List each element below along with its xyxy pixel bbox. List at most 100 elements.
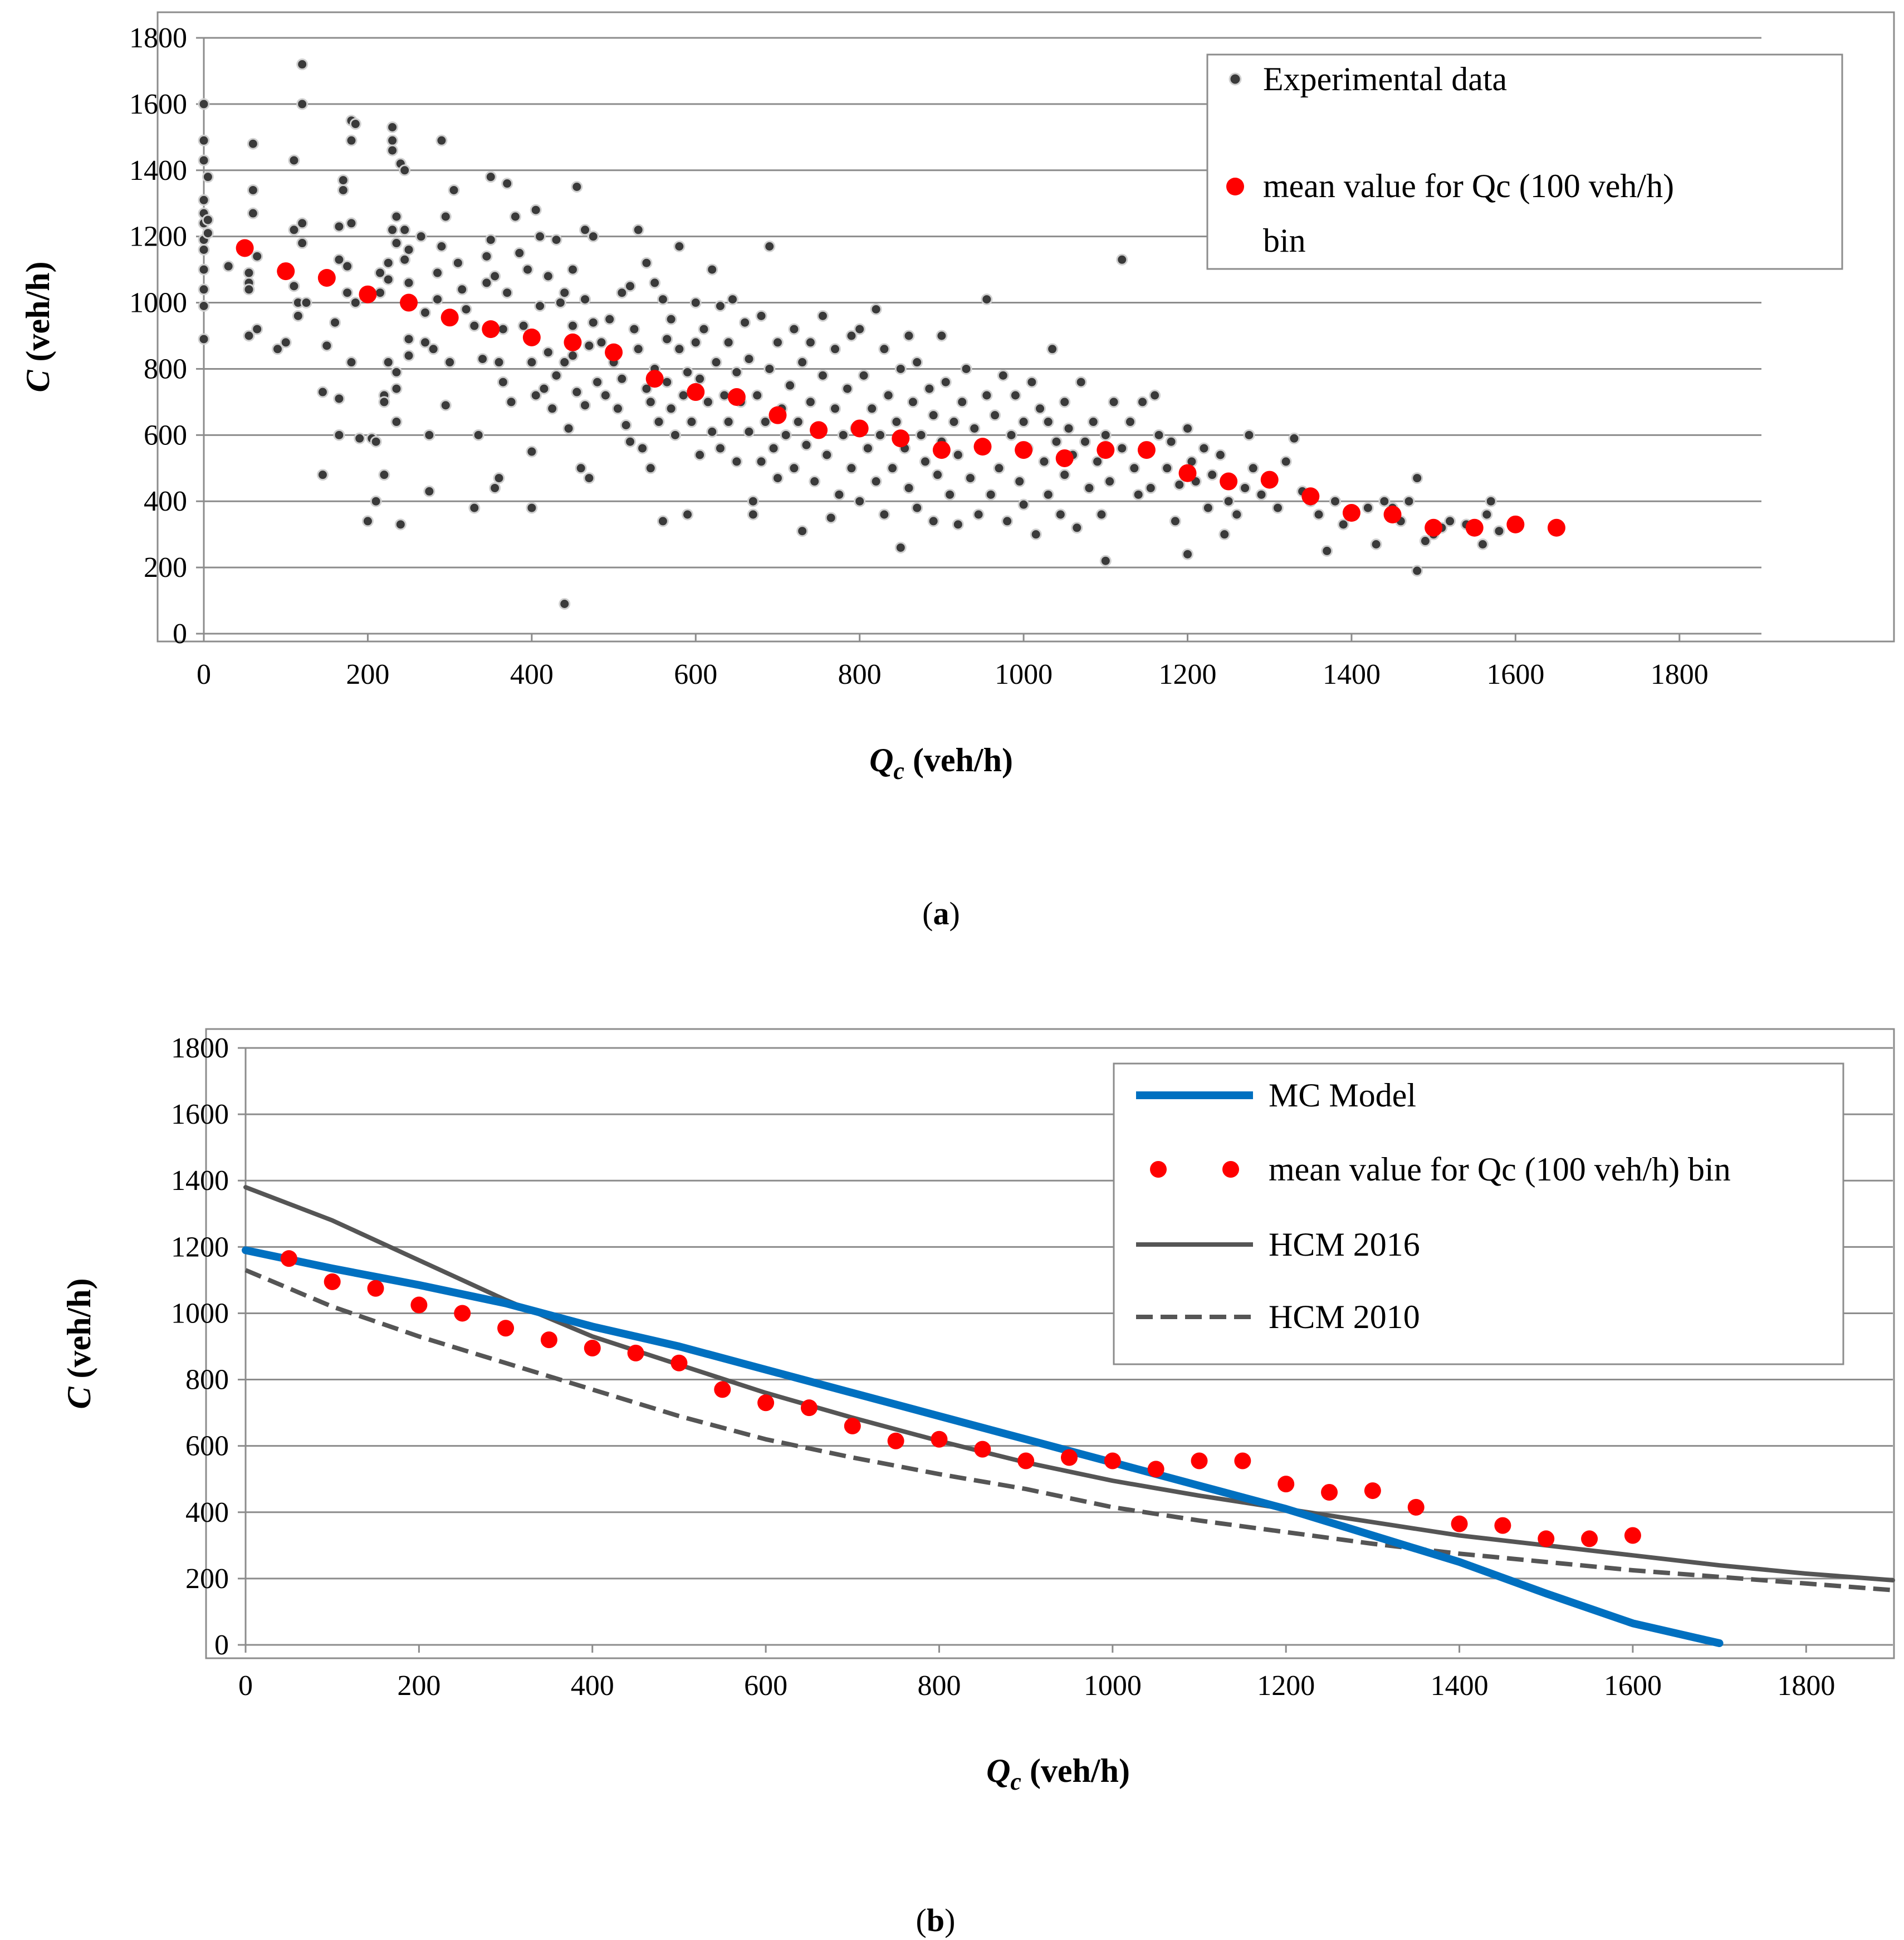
- panel-a-y-axis-title: C (veh/h): [19, 261, 56, 392]
- experimental-point: [288, 154, 300, 166]
- experimental-point: [792, 416, 804, 428]
- experimental-point: [341, 287, 354, 299]
- panel-a-y-axis-unit: (veh/h): [19, 261, 56, 370]
- y-tick-label-1600: 1600: [129, 89, 187, 120]
- experimental-point: [271, 343, 283, 355]
- experimental-point: [423, 429, 435, 441]
- experimental-point: [247, 207, 259, 219]
- mean-point: [1407, 1498, 1425, 1516]
- panel-a-legend-marker-experimental: [1228, 72, 1242, 86]
- experimental-point: [1214, 449, 1226, 461]
- experimental-point: [1370, 538, 1382, 550]
- experimental-point: [1161, 462, 1173, 474]
- experimental-point: [349, 118, 361, 130]
- experimental-point: [964, 472, 976, 484]
- y-tick-label-800: 800: [185, 1364, 229, 1396]
- experimental-point: [759, 416, 771, 428]
- experimental-point: [1222, 495, 1235, 507]
- experimental-point: [981, 293, 993, 306]
- experimental-point: [862, 442, 874, 454]
- mean-point: [810, 421, 828, 439]
- x-tick-label-1800: 1800: [1651, 659, 1709, 690]
- experimental-point: [788, 323, 800, 335]
- experimental-point: [1149, 389, 1161, 401]
- experimental-point: [1095, 508, 1108, 521]
- experimental-point: [637, 442, 649, 454]
- panel-b-legend-label-hcm2016: HCM 2016: [1269, 1226, 1420, 1263]
- experimental-point: [788, 462, 800, 474]
- experimental-point: [665, 313, 677, 325]
- experimental-point: [579, 224, 591, 236]
- panel-b-x-axis-title: Qc (veh/h): [986, 1752, 1130, 1795]
- experimental-point: [345, 356, 358, 369]
- experimental-point: [915, 429, 927, 441]
- experimental-point: [1182, 548, 1194, 560]
- experimental-point: [198, 98, 210, 110]
- experimental-point: [296, 58, 309, 71]
- experimental-point: [727, 293, 739, 306]
- experimental-point: [686, 416, 698, 428]
- experimental-point: [432, 267, 444, 279]
- experimental-point: [1202, 502, 1214, 514]
- experimental-point: [694, 449, 706, 461]
- panel-b-legend-label-mc-model: MC Model: [1269, 1077, 1416, 1114]
- experimental-point: [345, 217, 358, 229]
- experimental-point: [1038, 455, 1050, 468]
- panel-a-legend-box: [1206, 53, 1843, 270]
- experimental-point: [682, 508, 694, 521]
- experimental-point: [526, 502, 538, 514]
- experimental-point: [472, 429, 484, 441]
- experimental-point: [333, 221, 345, 233]
- experimental-point: [1419, 535, 1431, 547]
- mean-point: [1137, 441, 1156, 459]
- experimental-point: [484, 234, 497, 246]
- y-tick-label-1200: 1200: [171, 1231, 229, 1263]
- experimental-point: [784, 379, 796, 391]
- experimental-point: [936, 330, 948, 342]
- experimental-point: [300, 297, 312, 309]
- panel-a-x-axis-unit: (veh/h): [904, 742, 1013, 778]
- panel-b-legend-label-hcm2010: HCM 2010: [1269, 1299, 1420, 1335]
- experimental-point: [468, 502, 481, 514]
- experimental-point: [702, 396, 714, 408]
- panel-b-x-tick-labels: 0 200 400 600 800 1000 1200 1400 1600 1800: [238, 1670, 1835, 1702]
- experimental-point: [751, 389, 763, 401]
- x-tick-label-0: 0: [197, 659, 211, 690]
- experimental-point: [1054, 508, 1066, 521]
- mean-point: [800, 1399, 818, 1417]
- experimental-point: [796, 356, 809, 369]
- experimental-point: [1071, 522, 1083, 534]
- experimental-point: [932, 469, 944, 481]
- experimental-point: [378, 469, 390, 481]
- experimental-point: [923, 383, 936, 395]
- experimental-point: [804, 396, 816, 408]
- experimental-point: [481, 277, 493, 289]
- y-tick-label-600: 600: [185, 1430, 229, 1462]
- experimental-point: [948, 416, 960, 428]
- mean-point: [1321, 1484, 1338, 1501]
- experimental-point: [694, 373, 706, 385]
- experimental-point: [866, 403, 878, 415]
- experimental-point: [1153, 429, 1165, 441]
- experimental-point: [505, 396, 517, 408]
- experimental-point: [542, 346, 554, 359]
- experimental-point: [669, 429, 681, 441]
- experimental-point: [1271, 502, 1284, 514]
- experimental-point: [649, 277, 661, 289]
- experimental-point: [1116, 253, 1128, 266]
- mean-point: [850, 419, 869, 438]
- experimental-point: [382, 273, 394, 286]
- panel-b-y-axis-unit: (veh/h): [61, 1278, 97, 1387]
- experimental-point: [1124, 416, 1136, 428]
- experimental-point: [673, 343, 686, 355]
- mean-point: [277, 262, 295, 281]
- x-tick-label-400: 400: [571, 1670, 614, 1702]
- experimental-point: [1198, 442, 1210, 454]
- experimental-point: [841, 383, 854, 395]
- experimental-point: [1079, 435, 1092, 448]
- experimental-point: [587, 316, 599, 329]
- experimental-point: [222, 260, 234, 272]
- experimental-point: [288, 224, 300, 236]
- panel-b-label-open: (: [916, 1902, 927, 1938]
- mean-point: [564, 333, 582, 351]
